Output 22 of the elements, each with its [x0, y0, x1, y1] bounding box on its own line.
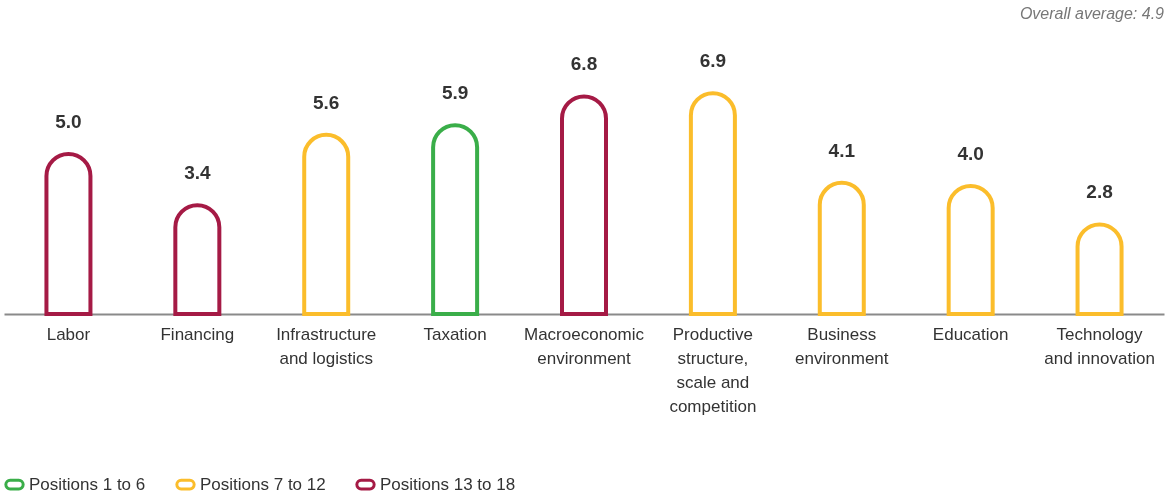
x-tick-label: Technology and innovation [1044, 324, 1155, 368]
data-label: 2.8 [1086, 181, 1113, 203]
legend-label: Positions 7 to 12 [200, 474, 326, 494]
data-label: 4.1 [828, 139, 856, 161]
x-tick-label: Taxation [423, 324, 487, 344]
data-label: 4.0 [957, 143, 984, 164]
x-tick-label: Business environment [795, 324, 889, 368]
data-label: 5.0 [55, 111, 82, 132]
data-label: 5.6 [313, 91, 340, 113]
x-tick-label: Labor [46, 324, 91, 344]
data-label: 6.9 [699, 50, 727, 72]
data-label: 3.4 [184, 162, 211, 184]
data-label: 5.9 [441, 82, 469, 104]
x-tick-label: Productive structure, scale and competition [669, 324, 757, 416]
x-tick-label: Macroeconomic environment [524, 324, 645, 368]
x-tick-label: Infrastructure and logistics [276, 324, 377, 368]
text: Overall average: 4.9 [1019, 5, 1165, 23]
x-tick-label: Financing [160, 324, 235, 344]
legend-label: Positions 1 to 6 [29, 474, 146, 494]
x-tick-label: Education [932, 324, 1009, 344]
data-label: 6.8 [570, 53, 598, 75]
legend-label: Positions 13 to 18 [380, 474, 516, 494]
